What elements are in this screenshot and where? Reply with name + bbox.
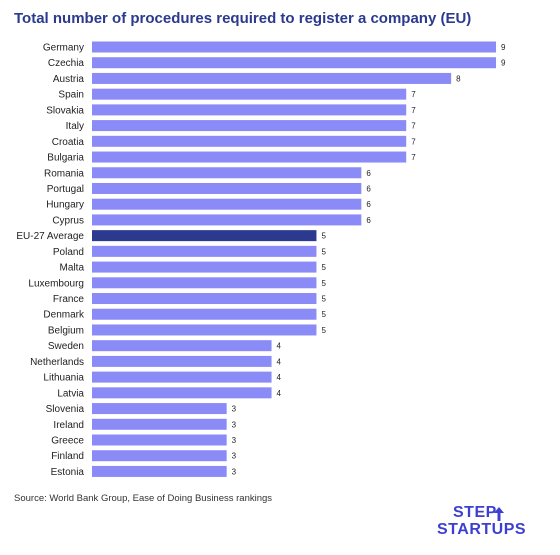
category-label-ireland: Ireland — [53, 420, 84, 431]
value-label-bulgaria: 7 — [411, 153, 416, 162]
bar-finland — [92, 450, 227, 462]
bar-greece — [92, 434, 227, 446]
category-label-eu-27-average: EU-27 Average — [16, 231, 84, 242]
category-label-lithuania: Lithuania — [43, 373, 84, 384]
bar-ireland — [92, 418, 227, 430]
value-label-france: 5 — [321, 295, 326, 304]
bar-cyprus — [92, 214, 362, 226]
step-startups-logo: STEP STARTUPS — [437, 504, 527, 541]
value-label-croatia: 7 — [411, 137, 416, 146]
value-label-italy: 7 — [411, 122, 416, 131]
bar-eu-27-average — [92, 230, 317, 242]
category-label-slovenia: Slovenia — [46, 404, 85, 415]
category-label-hungary: Hungary — [46, 200, 84, 211]
source-note: Source: World Bank Group, Ease of Doing … — [14, 493, 273, 504]
category-label-italy: Italy — [66, 121, 84, 132]
up-arrow-icon — [494, 507, 504, 521]
value-label-portugal: 6 — [366, 184, 371, 193]
value-label-ireland: 3 — [232, 420, 237, 429]
category-label-denmark: Denmark — [43, 310, 85, 321]
value-label-lithuania: 4 — [277, 373, 282, 382]
category-label-france: France — [53, 294, 85, 305]
bar-hungary — [92, 198, 362, 210]
category-label-spain: Spain — [58, 90, 84, 101]
value-label-spain: 7 — [411, 90, 416, 99]
value-label-sweden: 4 — [277, 342, 282, 351]
bar-germany — [92, 41, 496, 53]
logo-line-2: STARTUPS — [437, 521, 527, 538]
category-label-finland: Finland — [51, 451, 84, 462]
bar-latvia — [92, 387, 272, 399]
bar-chart: Germany 9 Czechia 9 Austria 8 Spain 7 Slovakia 7 I… — [16, 41, 506, 478]
bar-malta — [92, 261, 317, 273]
category-label-austria: Austria — [53, 74, 85, 85]
bar-sweden — [92, 340, 272, 352]
category-label-poland: Poland — [53, 247, 84, 258]
category-label-estonia: Estonia — [51, 467, 85, 478]
value-label-slovenia: 3 — [232, 405, 237, 414]
bar-portugal — [92, 182, 362, 194]
category-label-czechia: Czechia — [48, 58, 85, 69]
bar-denmark — [92, 308, 317, 320]
value-label-hungary: 6 — [366, 200, 371, 209]
category-label-slovakia: Slovakia — [46, 105, 84, 116]
value-label-czechia: 9 — [501, 59, 506, 68]
value-label-latvia: 4 — [277, 389, 282, 398]
category-label-romania: Romania — [44, 168, 84, 179]
category-label-cyprus: Cyprus — [52, 215, 84, 226]
category-label-latvia: Latvia — [57, 388, 84, 399]
category-label-luxembourg: Luxembourg — [28, 278, 84, 289]
bar-romania — [92, 167, 362, 179]
value-label-netherlands: 4 — [277, 357, 282, 366]
bar-estonia — [92, 465, 227, 477]
bar-italy — [92, 120, 407, 132]
bar-slovenia — [92, 403, 227, 415]
bar-netherlands — [92, 355, 272, 367]
bar-spain — [92, 88, 407, 100]
category-label-malta: Malta — [60, 263, 85, 274]
bar-poland — [92, 245, 317, 257]
logo-line-1: STEP — [453, 504, 497, 521]
bar-lithuania — [92, 371, 272, 383]
bar-czechia — [92, 57, 496, 69]
value-label-finland: 3 — [232, 452, 237, 461]
category-label-croatia: Croatia — [52, 137, 85, 148]
bar-austria — [92, 72, 452, 84]
value-label-belgium: 5 — [321, 326, 326, 335]
bar-france — [92, 293, 317, 305]
value-label-germany: 9 — [501, 43, 506, 52]
category-label-belgium: Belgium — [48, 325, 84, 336]
value-label-estonia: 3 — [232, 467, 237, 476]
bar-slovakia — [92, 104, 407, 116]
bar-croatia — [92, 135, 407, 147]
bar-belgium — [92, 324, 317, 336]
value-label-luxembourg: 5 — [321, 279, 326, 288]
bar-bulgaria — [92, 151, 407, 163]
category-label-greece: Greece — [51, 436, 84, 447]
bar-luxembourg — [92, 277, 317, 289]
category-label-bulgaria: Bulgaria — [47, 153, 84, 164]
category-label-germany: Germany — [43, 43, 84, 54]
category-label-sweden: Sweden — [48, 341, 84, 352]
value-label-greece: 3 — [232, 436, 237, 445]
value-label-denmark: 5 — [321, 310, 326, 319]
value-label-austria: 8 — [456, 74, 461, 83]
category-label-netherlands: Netherlands — [30, 357, 84, 368]
value-label-cyprus: 6 — [366, 216, 371, 225]
category-label-portugal: Portugal — [47, 184, 84, 195]
value-label-romania: 6 — [366, 169, 371, 178]
chart-title: Total number of procedures required to r… — [14, 10, 472, 27]
value-label-poland: 5 — [321, 247, 326, 256]
value-label-malta: 5 — [321, 263, 326, 272]
value-label-slovakia: 7 — [411, 106, 416, 115]
value-label-eu-27-average: 5 — [321, 232, 326, 241]
